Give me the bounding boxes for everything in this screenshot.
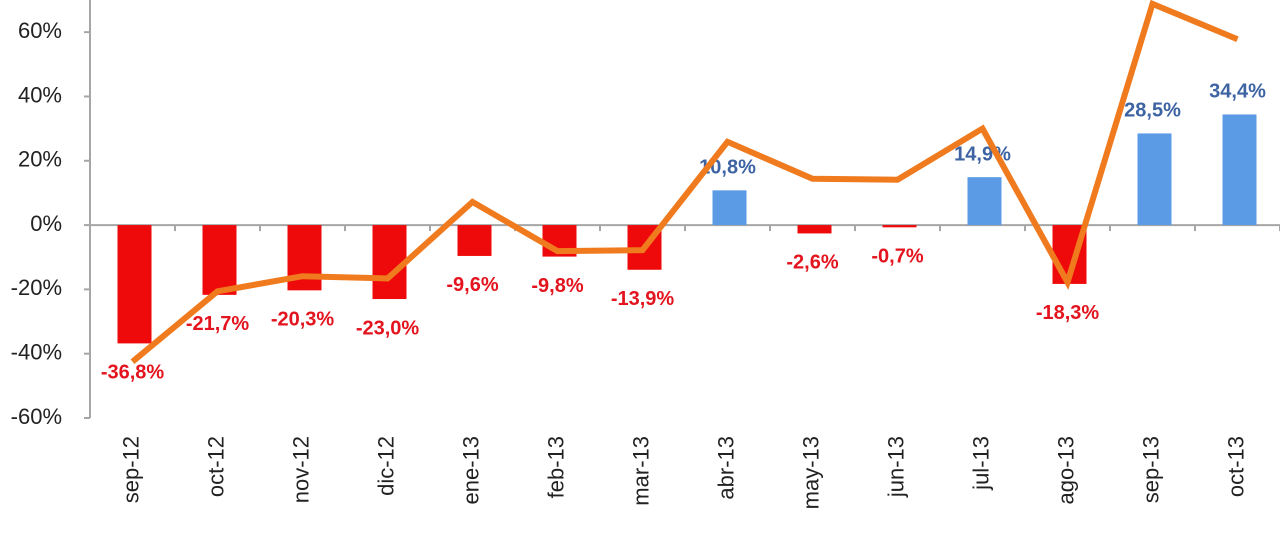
y-tick-label: 0%	[30, 211, 62, 236]
bar	[967, 177, 1002, 226]
bar	[117, 225, 152, 344]
bar	[1137, 133, 1172, 226]
x-tick-label: ene-13	[458, 436, 483, 505]
x-tick-label: mar-13	[628, 436, 653, 506]
x-tick-label: dic-12	[373, 436, 398, 496]
bar	[1222, 114, 1257, 226]
data-label: -20,3%	[271, 309, 335, 331]
y-tick-label: 20%	[18, 147, 62, 172]
data-label: -23,0%	[356, 317, 420, 339]
x-tick-label: nov-12	[288, 436, 313, 503]
x-tick-label: oct-12	[203, 436, 228, 497]
bar	[797, 225, 832, 234]
x-tick-label: sep-12	[118, 436, 143, 503]
x-tick-label: abr-13	[713, 436, 738, 500]
bar	[372, 225, 407, 300]
data-label: -9,8%	[531, 275, 583, 297]
data-label: -9,6%	[446, 274, 498, 296]
data-label: 34,4%	[1209, 81, 1266, 103]
x-tick-label: oct-13	[1223, 436, 1248, 497]
x-tick-label: sep-13	[1138, 436, 1163, 503]
x-tick-label: feb-13	[543, 436, 568, 498]
data-label: 28,5%	[1124, 100, 1181, 122]
x-tick-label: jul-13	[968, 436, 993, 491]
y-tick-label: -20%	[11, 275, 62, 300]
x-tick-label: ago-13	[1053, 436, 1078, 505]
bar	[712, 190, 747, 226]
y-tick-label: -60%	[11, 404, 62, 429]
y-tick-label: -40%	[11, 340, 62, 365]
bar	[882, 225, 917, 228]
x-tick-label: jun-13	[883, 436, 908, 498]
data-label: -13,9%	[611, 288, 675, 310]
data-label: -18,3%	[1036, 302, 1100, 324]
data-label: -21,7%	[186, 313, 250, 335]
data-label: -36,8%	[101, 362, 165, 384]
bar	[457, 225, 492, 256]
data-label: -2,6%	[786, 252, 838, 274]
data-label: -0,7%	[871, 246, 923, 268]
bar	[202, 225, 237, 295]
line	[130, 0, 1239, 365]
y-tick-label: 60%	[18, 18, 62, 43]
y-tick-label: 40%	[18, 82, 62, 107]
x-tick-label: may-13	[798, 436, 823, 509]
